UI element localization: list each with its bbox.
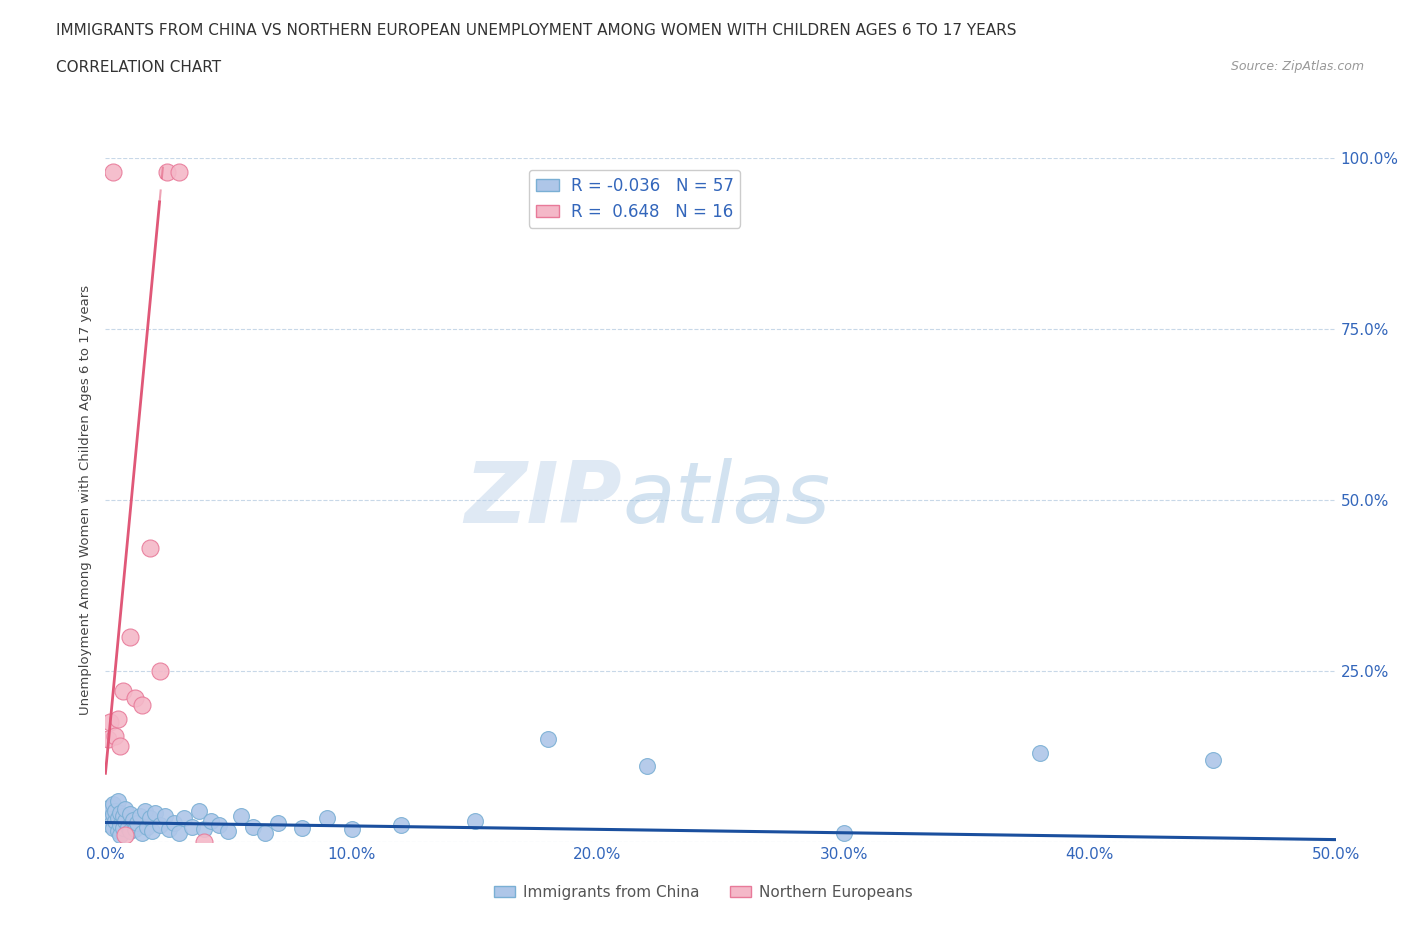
Point — [389, 817, 412, 832]
Point — [131, 826, 153, 841]
Point — [138, 540, 162, 555]
Point — [163, 815, 186, 830]
Point — [120, 807, 141, 822]
Point — [537, 732, 560, 747]
Point — [98, 817, 122, 832]
Point — [124, 691, 146, 706]
Point — [143, 805, 166, 820]
Point — [111, 684, 134, 698]
Point — [101, 165, 124, 179]
Text: ZIP: ZIP — [464, 458, 621, 541]
Point — [134, 804, 156, 818]
Point — [120, 824, 141, 839]
Point — [114, 802, 136, 817]
Point — [242, 819, 264, 834]
Point — [159, 822, 180, 837]
Legend: R = -0.036   N = 57, R =  0.648   N = 16: R = -0.036 N = 57, R = 0.648 N = 16 — [529, 170, 740, 228]
Text: IMMIGRANTS FROM CHINA VS NORTHERN EUROPEAN UNEMPLOYMENT AMONG WOMEN WITH CHILDRE: IMMIGRANTS FROM CHINA VS NORTHERN EUROPE… — [56, 23, 1017, 38]
Point — [111, 808, 134, 823]
Point — [104, 804, 127, 818]
Point — [97, 810, 120, 825]
Point — [110, 817, 132, 832]
Point — [107, 810, 129, 825]
Point — [315, 810, 337, 825]
Point — [1202, 752, 1225, 767]
Point — [101, 807, 124, 822]
Point — [1029, 745, 1052, 760]
Point — [193, 822, 215, 837]
Point — [208, 817, 231, 832]
Point — [120, 630, 141, 644]
Point — [110, 738, 132, 753]
Point — [291, 820, 314, 835]
Point — [173, 810, 195, 825]
Point — [117, 819, 139, 834]
Point — [340, 822, 363, 837]
Point — [169, 165, 191, 179]
Point — [98, 714, 122, 729]
Point — [98, 800, 122, 815]
Point — [153, 808, 176, 823]
Point — [101, 797, 124, 812]
Point — [156, 165, 179, 179]
Point — [136, 819, 159, 834]
Point — [127, 815, 149, 830]
Point — [121, 812, 143, 827]
Point — [107, 793, 129, 808]
Point — [131, 698, 153, 712]
Point — [149, 817, 172, 832]
Text: Source: ZipAtlas.com: Source: ZipAtlas.com — [1230, 60, 1364, 73]
Y-axis label: Unemployment Among Women with Children Ages 6 to 17 years: Unemployment Among Women with Children A… — [79, 285, 93, 715]
Point — [141, 824, 163, 839]
Point — [464, 814, 486, 829]
Point — [110, 805, 132, 820]
Text: atlas: atlas — [621, 458, 830, 541]
Point — [101, 820, 124, 835]
Legend: Immigrants from China, Northern Europeans: Immigrants from China, Northern European… — [488, 879, 918, 906]
Point — [107, 711, 129, 726]
Point — [104, 728, 127, 743]
Point — [200, 814, 222, 829]
Point — [169, 826, 191, 841]
Point — [188, 804, 211, 818]
Text: CORRELATION CHART: CORRELATION CHART — [56, 60, 221, 75]
Point — [832, 826, 855, 841]
Point — [111, 820, 134, 835]
Point — [138, 810, 162, 825]
Point — [114, 814, 136, 829]
Point — [218, 824, 240, 839]
Point — [267, 815, 290, 830]
Point — [97, 732, 120, 747]
Point — [110, 828, 132, 843]
Point — [254, 826, 277, 841]
Point — [129, 808, 152, 823]
Point — [229, 808, 252, 823]
Point — [114, 828, 136, 843]
Point — [193, 834, 215, 849]
Point — [180, 819, 202, 834]
Point — [124, 822, 146, 837]
Point — [107, 824, 129, 839]
Point — [636, 759, 658, 774]
Point — [104, 814, 127, 829]
Point — [149, 663, 172, 678]
